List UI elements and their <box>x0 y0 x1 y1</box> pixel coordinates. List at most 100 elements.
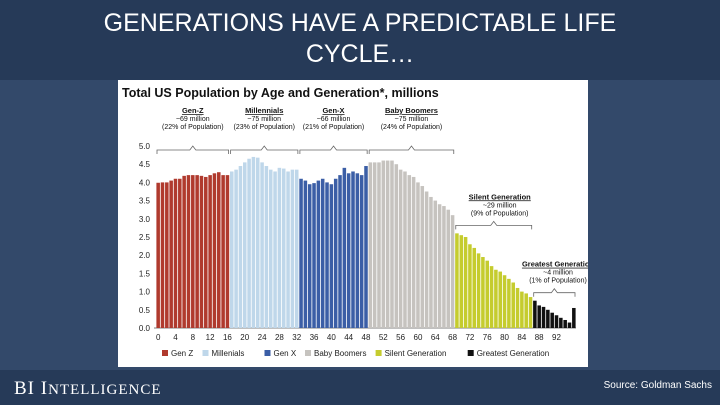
bar <box>459 235 464 328</box>
bar <box>433 200 438 328</box>
legend-label: Gen Z <box>171 349 193 358</box>
bar <box>567 322 572 328</box>
bar <box>221 175 225 328</box>
chart-title: Total US Population by Age and Generatio… <box>122 86 439 100</box>
x-tick-label: 40 <box>327 333 336 342</box>
bar <box>437 204 442 328</box>
bar <box>333 178 338 328</box>
bar <box>472 247 477 328</box>
y-tick-label: 1.0 <box>139 288 151 297</box>
bar <box>351 171 355 328</box>
bar <box>507 278 511 328</box>
bar <box>312 183 316 328</box>
legend-swatch <box>264 350 271 356</box>
bar <box>377 162 381 328</box>
bar <box>468 244 472 328</box>
bar <box>212 173 217 328</box>
legend: Gen Z Millenials Gen X Baby Boomers Silent G… <box>162 349 549 358</box>
bar <box>485 260 490 328</box>
bar <box>528 297 533 328</box>
annotation-text: Greatest Generation <box>522 260 588 269</box>
bar <box>381 160 386 328</box>
bar <box>502 275 507 328</box>
bar <box>268 169 273 328</box>
bar <box>554 315 559 328</box>
x-tick-label: 84 <box>517 333 526 342</box>
bar <box>420 186 425 328</box>
bar <box>204 176 208 328</box>
bar <box>320 178 325 328</box>
annotation-text: Millennials <box>245 106 283 115</box>
bar <box>455 233 459 328</box>
annotation-bracket <box>299 145 368 154</box>
brand-initials: BI <box>14 378 35 399</box>
bar <box>316 180 321 328</box>
bar <box>281 168 286 328</box>
bar <box>329 184 334 328</box>
bar <box>286 171 290 328</box>
bar <box>541 306 546 328</box>
x-tick-label: 4 <box>173 333 178 342</box>
bar <box>476 253 481 328</box>
x-tick-label: 80 <box>500 333 509 342</box>
y-tick-label: 0.0 <box>139 324 151 333</box>
y-tick-label: 0.5 <box>139 306 151 315</box>
x-tick-label: 48 <box>362 333 371 342</box>
annotation-text: ~75 million <box>395 116 429 123</box>
annotation-text: (22% of Population) <box>162 124 223 131</box>
bar <box>294 169 299 328</box>
bar <box>359 175 364 328</box>
legend-swatch <box>305 350 311 356</box>
bar <box>537 305 541 328</box>
bar <box>368 162 373 328</box>
bar <box>182 175 186 328</box>
x-tick-label: 36 <box>310 333 319 342</box>
bar <box>277 167 282 328</box>
bar <box>481 257 485 328</box>
x-tick-label: 12 <box>206 333 215 342</box>
x-tick-label: 72 <box>465 333 474 342</box>
legend-swatch <box>162 350 168 356</box>
bar <box>325 182 329 328</box>
annotation-text: ~69 million <box>176 116 210 123</box>
bar <box>260 162 264 328</box>
legend-label: Gen X <box>274 349 297 358</box>
y-axis: 0.0 0.5 1.0 1.5 2.0 2.5 3.0 3.5 4.0 4.5 5.0 <box>139 142 576 333</box>
bar <box>178 178 182 328</box>
bar <box>299 178 303 328</box>
x-tick-label: 76 <box>483 333 492 342</box>
y-tick-label: 2.5 <box>139 233 151 242</box>
x-tick-label: 8 <box>191 333 196 342</box>
legend-label: Greatest Generation <box>477 349 549 358</box>
annotation-text: (1% of Population) <box>529 278 587 285</box>
bar <box>173 178 178 328</box>
bar <box>303 180 308 328</box>
x-tick-label: 20 <box>240 333 249 342</box>
bar <box>238 166 243 328</box>
x-tick-label: 52 <box>379 333 388 342</box>
bar <box>546 309 550 328</box>
bar <box>390 160 394 328</box>
bar <box>234 169 238 328</box>
bar <box>533 300 537 328</box>
y-tick-label: 3.5 <box>139 197 151 206</box>
bar <box>251 156 256 328</box>
legend-label: Baby Boomers <box>314 349 366 358</box>
annotations: Gen-Z~69 million(22% of Population) Mille… <box>156 106 588 297</box>
slide-title: GENERATIONS HAVE A PREDICTABLE LIFE CYCL… <box>103 9 617 68</box>
x-tick-label: 60 <box>414 333 423 342</box>
x-tick-label: 16 <box>223 333 232 342</box>
x-tick-label: 32 <box>292 333 301 342</box>
bar <box>191 175 195 328</box>
bar <box>247 158 251 328</box>
bar <box>195 175 199 328</box>
bar <box>264 166 269 328</box>
legend-swatch <box>467 350 474 356</box>
y-tick-label: 3.0 <box>139 215 151 224</box>
annotation-text: Gen-X <box>322 106 344 115</box>
annotation-text: ~29 million <box>483 202 517 209</box>
legend-label: Silent Generation <box>385 349 447 358</box>
bar <box>385 160 390 328</box>
bar <box>273 171 277 328</box>
x-tick-label: 92 <box>552 333 561 342</box>
